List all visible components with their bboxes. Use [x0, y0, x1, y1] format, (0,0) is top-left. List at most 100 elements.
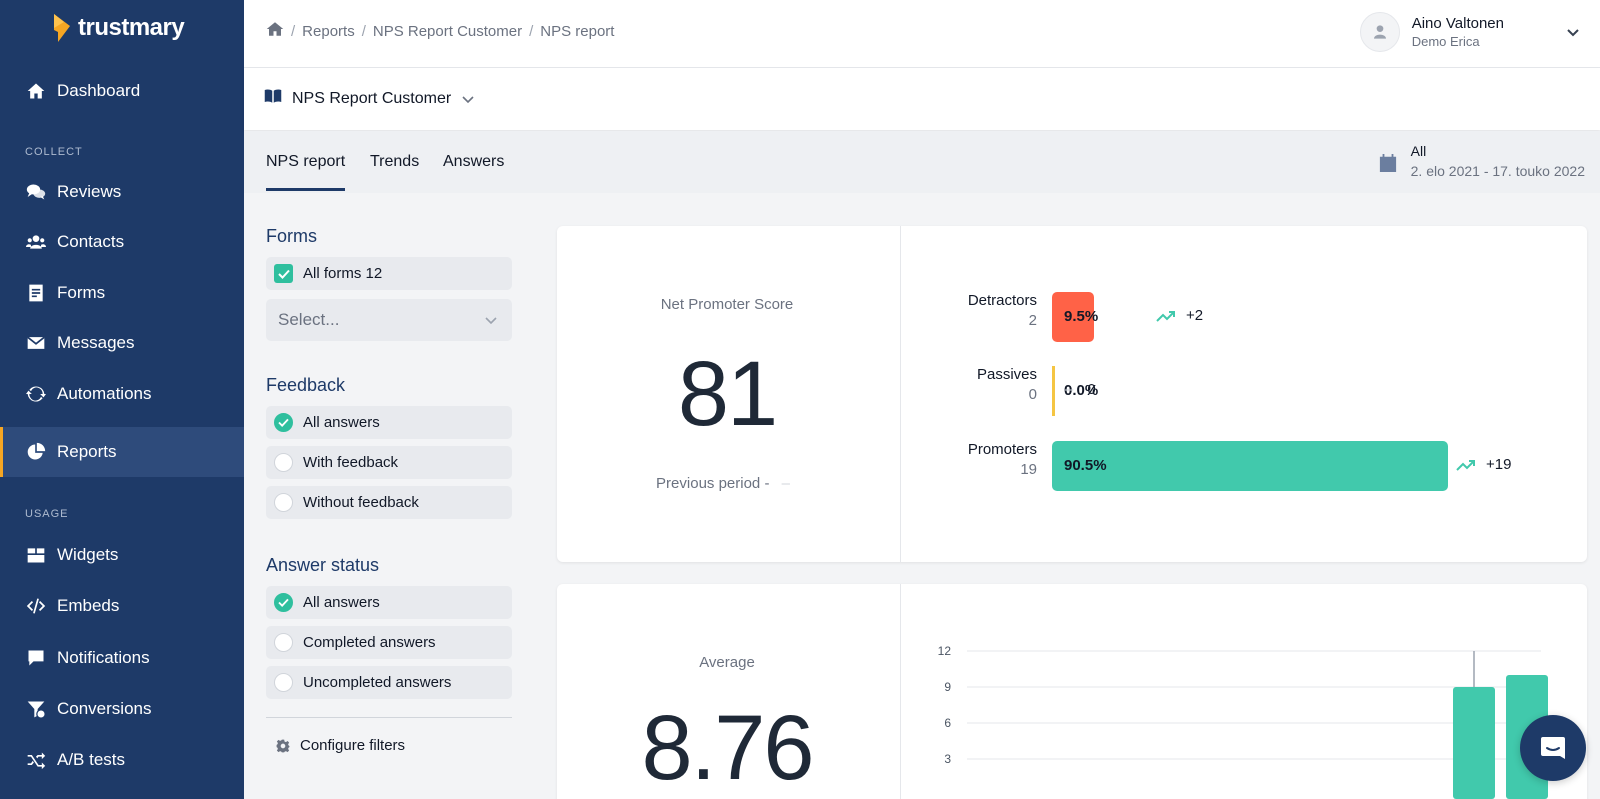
all-forms-checkbox[interactable]: All forms 12 [266, 257, 512, 290]
breadcrumb-report-customer[interactable]: NPS Report Customer [372, 22, 523, 40]
previous-period-value: – [781, 475, 790, 492]
users-icon [25, 231, 47, 253]
status-option-completed[interactable]: Completed answers [266, 626, 512, 659]
sidebar-item-label: Contacts [57, 232, 125, 251]
sidebar-item-label: Notifications [57, 648, 150, 667]
nps-row-pct: 9.5% [1064, 308, 1099, 325]
nps-row-trend-value: 0 [1087, 381, 1096, 398]
trend-up-icon [1456, 459, 1475, 471]
avatar [1359, 12, 1400, 52]
date-range-picker[interactable]: All 2. elo 2021 - 17. touko 2022 [1379, 143, 1585, 179]
sidebar-item-notifications[interactable]: Notifications [0, 633, 244, 683]
nps-row-count: 2 [1028, 312, 1037, 329]
all-forms-label: All forms 12 [303, 265, 383, 282]
chat-launcher-button[interactable] [1520, 715, 1586, 781]
user-org: Demo Erica [1411, 34, 1480, 49]
feedback-option-label: Without feedback [303, 494, 419, 511]
nps-row-trend-value: +2 [1186, 307, 1204, 324]
status-option-label: Uncompleted answers [303, 674, 452, 691]
sidebar-item-label: Widgets [57, 545, 119, 564]
nps-row-trend: – 0 [1065, 381, 1096, 398]
nps-row-label: Passives [976, 366, 1037, 383]
radio-icon [274, 493, 293, 512]
check-icon [274, 264, 293, 283]
average-card: Average 8.76 12 9 6 3 [557, 584, 1587, 799]
sidebar-item-label: Dashboard [57, 81, 141, 100]
filter-title-answer-status: Answer status [266, 555, 380, 575]
status-option-uncompleted[interactable]: Uncompleted answers [266, 666, 512, 699]
radio-icon [274, 673, 293, 692]
feedback-option-with[interactable]: With feedback [266, 446, 512, 479]
feedback-option-without[interactable]: Without feedback [266, 486, 512, 519]
home-icon [25, 80, 47, 102]
tab-nps-report[interactable]: NPS report [266, 153, 346, 191]
nps-row-pct: 90.5% [1064, 457, 1107, 474]
sidebar-item-conversions[interactable]: Conversions [0, 684, 244, 734]
user-icon [1373, 25, 1386, 39]
configure-filters-button[interactable]: Configure filters [276, 737, 405, 754]
box-icon [25, 544, 47, 566]
tab-trends[interactable]: Trends [370, 153, 420, 170]
calendar-icon [1379, 143, 1411, 178]
nps-row-label: Detractors [967, 292, 1037, 309]
date-range-text: 2. elo 2021 - 17. touko 2022 [1410, 163, 1585, 179]
sidebar-item-reviews[interactable]: Reviews [0, 167, 244, 217]
radio-checked-icon [274, 413, 293, 432]
trend-up-icon [1156, 310, 1175, 322]
feedback-option-all[interactable]: All answers [266, 406, 512, 439]
comments-icon [25, 181, 47, 203]
logo[interactable]: trustmary [52, 12, 185, 44]
dash-icon: – [1065, 381, 1074, 398]
gear-icon [276, 739, 290, 752]
funnel-icon [25, 698, 47, 720]
sidebar-item-embeds[interactable]: Embeds [0, 581, 244, 631]
nps-row-detractors: Detractors 2 9.5% +2 [897, 292, 1577, 344]
y-tick-label: 9 [944, 680, 951, 694]
score-distribution-chart: 12 9 6 3 [938, 644, 1548, 799]
tab-answers[interactable]: Answers [443, 153, 505, 170]
chevron-down-icon [1567, 29, 1579, 37]
user-menu[interactable]: Aino Valtonen Demo Erica [1359, 12, 1580, 52]
book-icon [264, 88, 292, 109]
report-selector[interactable]: NPS Report Customer [264, 88, 475, 109]
user-name: Aino Valtonen [1411, 15, 1504, 32]
sidebar-item-label: Conversions [57, 699, 152, 718]
envelope-icon [25, 332, 47, 354]
shuffle-icon [25, 749, 47, 771]
code-icon [25, 595, 47, 617]
nps-bar-promoters [1052, 441, 1448, 491]
section-label-usage: USAGE [25, 508, 69, 520]
nps-card: Net Promoter Score 81 Previous period - … [557, 226, 1587, 562]
bar-score-9[interactable] [1453, 687, 1495, 799]
sync-icon [25, 383, 47, 405]
sidebar-item-label: Forms [57, 283, 106, 302]
trustmary-logo-icon [54, 14, 70, 42]
filter-title-forms: Forms [266, 226, 317, 246]
radio-checked-icon [274, 593, 293, 612]
nps-bar-detractors [1052, 292, 1094, 342]
filters-divider [266, 717, 512, 718]
configure-filters-label: Configure filters [300, 737, 406, 754]
sidebar-item-forms[interactable]: Forms [0, 268, 244, 318]
breadcrumb-reports[interactable]: Reports [302, 22, 355, 40]
y-tick-label: 12 [938, 644, 952, 658]
nps-row-trend: +19 [1456, 456, 1511, 473]
sidebar-item-widgets[interactable]: Widgets [0, 530, 244, 580]
status-option-all[interactable]: All answers [266, 586, 512, 619]
sidebar-item-dashboard[interactable]: Dashboard [0, 66, 244, 116]
chat-icon [25, 647, 47, 669]
previous-period: Previous period - – [553, 475, 893, 492]
date-range-label: All [1410, 143, 1427, 159]
sidebar-item-contacts[interactable]: Contacts [0, 217, 244, 267]
chevron-down-icon [462, 95, 474, 103]
chevron-down-icon [485, 317, 497, 325]
nps-row-trend: +2 [1156, 307, 1203, 324]
nps-row-count: 0 [1028, 386, 1037, 403]
forms-select[interactable]: Select... [266, 299, 512, 341]
sidebar-item-automations[interactable]: Automations [0, 369, 244, 419]
sidebar-item-reports[interactable]: Reports [0, 427, 244, 477]
nps-bar-passives [1052, 366, 1055, 416]
home-icon[interactable] [266, 21, 284, 41]
sidebar-item-ab-tests[interactable]: A/B tests [0, 735, 244, 785]
sidebar-item-messages[interactable]: Messages [0, 318, 244, 368]
